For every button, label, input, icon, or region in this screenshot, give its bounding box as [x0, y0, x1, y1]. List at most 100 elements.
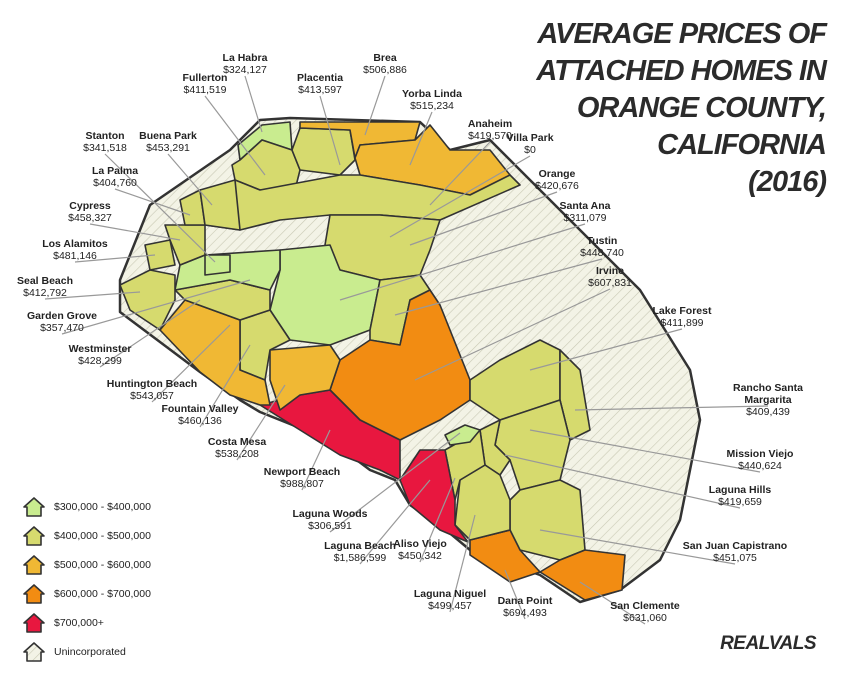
- city-price: $420,676: [535, 180, 579, 192]
- city-region: [509, 479, 586, 561]
- city-label: Garden Grove $357,470: [27, 310, 97, 334]
- city-label: La Palma $404,760: [92, 165, 138, 189]
- city-name: Aliso Viejo: [393, 538, 447, 550]
- city-label: Newport Beach $988,807: [264, 466, 340, 490]
- legend-item: $400,000 - $500,000: [22, 521, 151, 550]
- house-icon: [23, 583, 45, 604]
- leader-line: [236, 384, 286, 461]
- city-price: $515,234: [410, 100, 454, 112]
- leader-line: [359, 479, 431, 565]
- leader-line: [409, 111, 433, 166]
- city-price: $506,886: [363, 64, 407, 76]
- city-label: Laguna Niguel $499,457: [414, 588, 486, 612]
- leader-line: [74, 254, 156, 263]
- city-name: Huntington Beach: [106, 378, 198, 390]
- city-price: $306,591: [308, 520, 352, 532]
- leader-line: [419, 477, 456, 563]
- city-label: Westminster $428,299: [69, 343, 132, 367]
- city-price: $412,792: [23, 287, 67, 299]
- legend-icon: [23, 612, 45, 633]
- leader-line: [539, 529, 736, 565]
- city-region: [399, 449, 469, 543]
- city-name: San Juan Capistrano: [682, 540, 788, 552]
- legend-icon: [23, 525, 45, 546]
- legend-icon: [23, 583, 45, 604]
- city-price: $631,060: [623, 612, 667, 624]
- city-label: Seal Beach $412,792: [17, 275, 73, 299]
- city-name: Laguna Woods: [292, 508, 368, 520]
- city-name: Costa Mesa: [207, 436, 267, 448]
- title-line: AVERAGE PRICES OF: [537, 18, 827, 50]
- city-price: $411,519: [183, 84, 227, 96]
- legend-label: $700,000+: [54, 616, 104, 629]
- city-region: [559, 349, 591, 441]
- city-name: Garden Grove: [26, 310, 98, 322]
- leader-line: [319, 95, 341, 166]
- city-label: Aliso Viejo $450,342: [393, 538, 447, 562]
- legend-icon: [23, 641, 45, 662]
- city-label: Anaheim $419,570: [468, 118, 512, 142]
- city-price: $324,127: [223, 64, 267, 76]
- leader-line: [114, 188, 191, 216]
- city-name: Fullerton: [182, 72, 228, 84]
- city-name: Santa Ana: [559, 200, 611, 212]
- city-name: Brea: [373, 52, 397, 64]
- leader-line: [104, 153, 216, 263]
- legend-item: Unincorporated: [22, 637, 151, 666]
- city-price: $413,597: [298, 84, 342, 96]
- city-name: Placentia: [296, 72, 344, 84]
- city-price: $419,659: [718, 496, 762, 508]
- city-label: Placentia $413,597: [297, 72, 343, 96]
- city-price: $419,570: [468, 130, 512, 142]
- leader-line: [167, 153, 213, 206]
- city-price: $481,146: [53, 250, 97, 262]
- legend-item: $600,000 - $700,000: [22, 579, 151, 608]
- city-name: Mission Viejo: [726, 448, 794, 460]
- city-region: [444, 424, 481, 446]
- title: AVERAGE PRICES OF ATTACHED HOMES IN ORANGE…: [536, 16, 827, 201]
- city-label: Tustin $448,740: [580, 235, 624, 259]
- city-label: Orange $420,676: [535, 168, 579, 192]
- city-price: $694,493: [503, 607, 547, 619]
- city-price: $460,136: [178, 415, 222, 427]
- city-label: Costa Mesa $538,208: [208, 436, 266, 460]
- city-name: La Palma: [91, 165, 139, 177]
- city-label: San Clemente $631,060: [610, 600, 679, 624]
- city-price: $440,624: [738, 460, 782, 472]
- leader-line: [389, 155, 531, 238]
- city-name: Newport Beach: [263, 466, 341, 478]
- city-name: Tustin: [586, 235, 618, 247]
- city-name: Los Alamitos: [42, 238, 108, 250]
- legend-icon: [23, 554, 45, 575]
- leader-line: [414, 288, 611, 381]
- city-price: $499,457: [428, 600, 472, 612]
- leader-line: [44, 291, 141, 300]
- city-name: La Habra: [222, 52, 268, 64]
- city-label: Irvine $607,831: [588, 265, 632, 289]
- city-region: [144, 239, 176, 271]
- city-label: Santa Ana $311,079: [560, 200, 611, 224]
- city-name: Villa Park: [506, 132, 554, 144]
- city-price: $450,342: [398, 550, 442, 562]
- city-price: $409,439: [746, 406, 790, 418]
- leader-line: [199, 344, 251, 428]
- legend-label: $300,000 - $400,000: [54, 500, 151, 513]
- leader-line: [429, 141, 491, 206]
- city-price: $1,586,599: [333, 552, 387, 564]
- city-price: $607,831: [588, 277, 632, 289]
- leader-line: [364, 75, 386, 136]
- leader-line: [329, 432, 461, 533]
- leader-line: [579, 581, 646, 625]
- city-name: Laguna Hills: [708, 484, 772, 496]
- house-icon: [23, 554, 45, 575]
- city-region: [204, 254, 231, 276]
- city-name: Buena Park: [139, 130, 197, 142]
- city-name: Dana Point: [497, 595, 553, 607]
- city-region: [199, 179, 241, 231]
- house-icon: [23, 525, 45, 546]
- city-price: $428,299: [78, 355, 122, 367]
- house-icon: [23, 641, 45, 662]
- city-label: San Juan Capistrano $451,075: [683, 540, 787, 564]
